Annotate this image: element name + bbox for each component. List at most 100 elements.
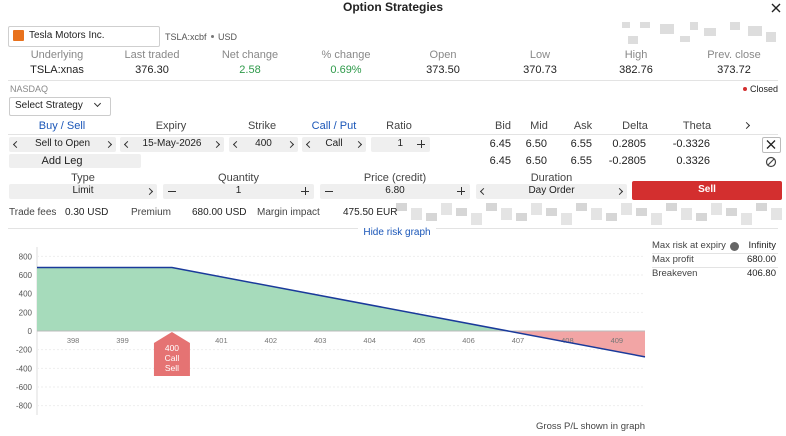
order-label: Duration (530, 172, 573, 184)
status: Closed (750, 84, 779, 94)
column-header: Strike (247, 120, 277, 132)
blurred-area (426, 213, 437, 221)
leg-value: Call (325, 138, 343, 149)
order-control[interactable] (163, 184, 314, 199)
summary-label: Margin impact (257, 207, 320, 218)
instrument-symbol: TSLA:xcbf (165, 32, 207, 42)
loss-area (37, 331, 645, 357)
toggle-risk-graph[interactable]: Hide risk graph (363, 227, 431, 238)
order-label: Quantity (218, 172, 259, 184)
y-tick-label: 400 (19, 290, 33, 299)
order-value: 6.80 (385, 185, 405, 196)
strategy-select[interactable] (9, 97, 111, 116)
y-tick-label: 600 (19, 271, 33, 280)
exchange: NASDAQ (10, 84, 49, 94)
y-tick-label: 0 (28, 327, 33, 336)
quote-value: 0.69% (330, 64, 362, 76)
risk-value: 406.80 (746, 268, 776, 279)
close-button[interactable] (770, 2, 782, 14)
blurred-area (396, 203, 407, 211)
blurred-area (766, 32, 776, 42)
add-leg-button[interactable] (9, 154, 141, 168)
order-control[interactable] (9, 184, 157, 199)
blurred-area (622, 22, 630, 28)
risk-label: Breakeven (652, 268, 698, 279)
x-tick-label: 405 (413, 336, 426, 345)
plus-icon (461, 187, 463, 195)
quote-label: Last traded (124, 49, 180, 61)
instrument-icon (13, 30, 24, 41)
leg-value: Sell to Open (34, 138, 91, 149)
blurred-area (471, 213, 482, 225)
x-tick-label: 404 (363, 336, 376, 345)
total-value: 6.50 (525, 155, 547, 167)
strategy-select-label: Select Strategy (15, 100, 83, 111)
instrument-box[interactable] (8, 26, 160, 47)
order-control[interactable] (320, 184, 470, 199)
y-tick-label: -600 (16, 383, 33, 392)
order-label: Price (credit) (363, 172, 427, 184)
column-header: Ask (573, 120, 593, 132)
separator (652, 253, 778, 254)
blurred-area (680, 36, 690, 42)
sell-button[interactable] (632, 181, 782, 200)
y-tick-label: 800 (19, 252, 33, 261)
column-header: Mid (530, 120, 548, 132)
quote-value: 373.50 (426, 64, 460, 76)
strike-marker (153, 332, 190, 376)
summary-label: Trade fees (9, 207, 57, 218)
remove-leg[interactable] (762, 137, 781, 153)
y-tick-label: -400 (16, 364, 33, 373)
blurred-area (771, 208, 782, 220)
strike-marker-label: 400 (165, 343, 179, 353)
quote-label: Underlying (30, 49, 84, 61)
ratio-value: 1 (397, 138, 403, 149)
quote-value: 376.30 (135, 64, 169, 76)
quote-label: Low (529, 49, 551, 61)
column-header: Ratio (386, 120, 412, 132)
instrument-currency: USD (218, 32, 238, 42)
leg-control[interactable] (120, 137, 224, 152)
y-tick-label: -800 (16, 402, 33, 411)
blurred-area (516, 213, 527, 221)
blurred-area (730, 22, 740, 30)
leg-ask: 6.55 (570, 138, 592, 150)
blurred-area (741, 213, 752, 225)
summary-value: 0.30 USD (65, 207, 109, 218)
ratio-control[interactable] (371, 137, 430, 152)
dot (211, 35, 214, 38)
blurred-area (546, 208, 557, 216)
blurred-area (666, 203, 677, 211)
quote-label: High (624, 49, 648, 61)
blurred-area (411, 208, 422, 220)
column-header: Delta (622, 120, 648, 132)
total-value: 6.45 (489, 155, 511, 167)
status-dot (743, 87, 747, 91)
order-label: Type (71, 172, 95, 184)
minus-icon (325, 191, 333, 193)
leg-bid: 6.45 (489, 138, 511, 150)
blurred-area (531, 203, 542, 215)
blurred-area (621, 203, 632, 215)
x-tick-label: 409 (611, 336, 624, 345)
sell-label: Sell (698, 184, 716, 195)
summary-value: 680.00 USD (192, 207, 247, 218)
separator (8, 80, 778, 81)
quote-value: 2.58 (239, 64, 261, 76)
disabled-icon (765, 156, 777, 168)
toggle-bg (358, 226, 436, 240)
leg-control[interactable] (302, 137, 366, 152)
blurred-area (501, 208, 512, 220)
add-leg-label: Add Leg (41, 155, 83, 167)
leg-control[interactable] (9, 137, 116, 152)
instrument-name: Tesla Motors Inc. (29, 30, 105, 41)
x-tick-label: 398 (67, 336, 80, 345)
quote-value: TSLA:xnas (30, 64, 84, 76)
leg-control[interactable] (229, 137, 298, 152)
chart-footnote: Gross P/L shown in graph (536, 421, 645, 432)
blurred-area (651, 213, 662, 225)
info-icon (730, 242, 739, 251)
blurred-area (748, 26, 762, 36)
order-control[interactable] (476, 184, 627, 199)
